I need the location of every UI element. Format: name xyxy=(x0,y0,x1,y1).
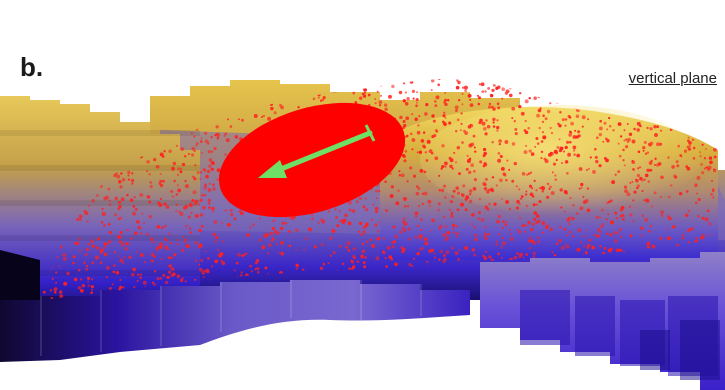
terrain-right-mound xyxy=(380,105,718,260)
terrain-left-hill xyxy=(0,96,200,330)
terrain-front-blocks xyxy=(0,252,725,390)
plane-label: vertical plane xyxy=(628,70,717,87)
panel-label: b. xyxy=(20,52,44,82)
highlight-ellipse xyxy=(218,102,406,218)
green-arrow-icon xyxy=(258,124,376,178)
